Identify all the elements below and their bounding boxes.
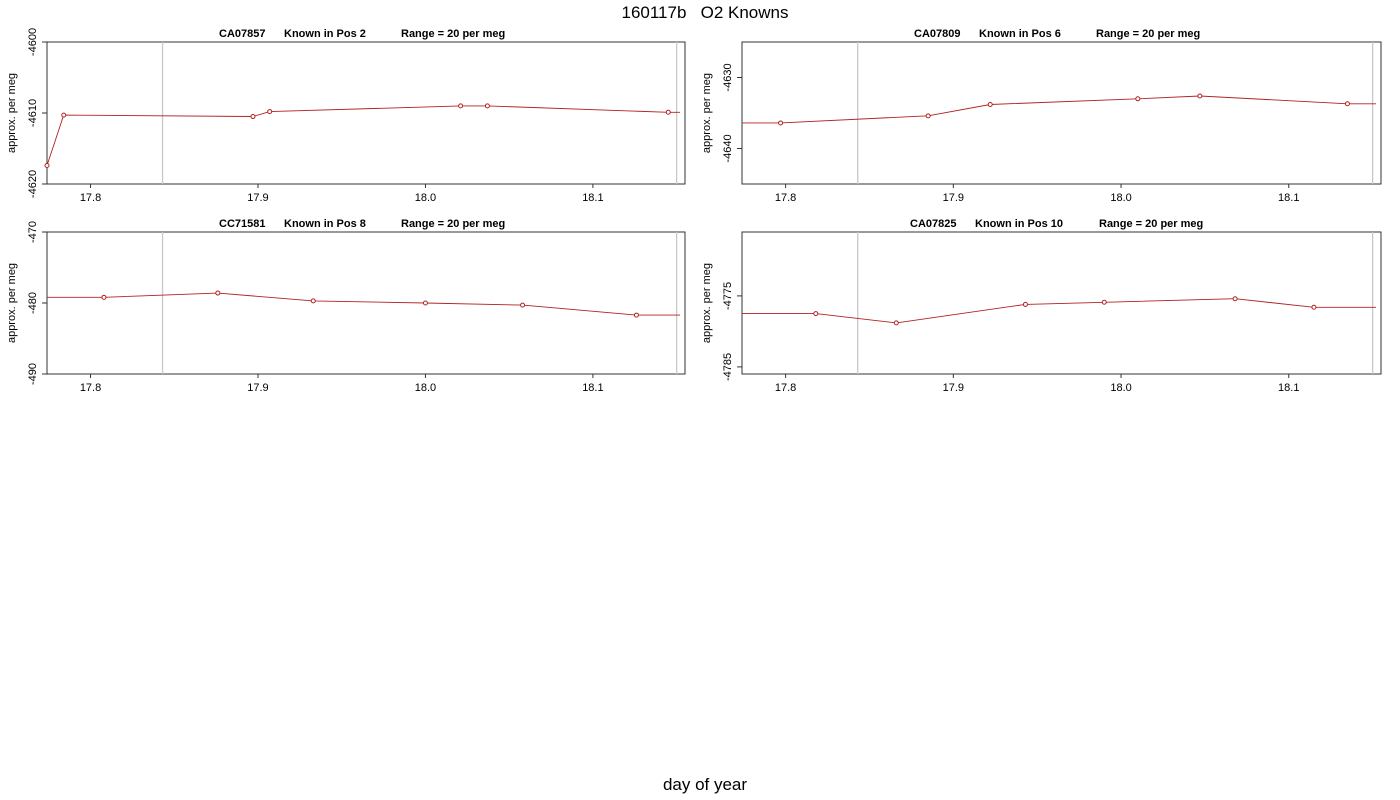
x-tick-label: 18.1 bbox=[582, 192, 603, 204]
panel-title-part: Known in Pos 6 bbox=[979, 28, 1061, 40]
plot-frame bbox=[46, 231, 686, 375]
chart-panel-2: CA07809 Known in Pos 6 Range = 20 per meg 1… bbox=[701, 28, 1382, 204]
data-point bbox=[813, 311, 819, 317]
panel-title-part: Known in Pos 10 bbox=[975, 218, 1063, 230]
plot-frame bbox=[741, 41, 1382, 185]
x-axis-label: day of year bbox=[662, 775, 748, 794]
panel-title-part: CA07857 bbox=[219, 28, 265, 40]
data-point bbox=[61, 112, 67, 118]
y-tick-label: -480 bbox=[27, 292, 39, 314]
y-tick-label: -4640 bbox=[722, 134, 734, 162]
data-point bbox=[987, 101, 993, 107]
x-tick-label: 18.0 bbox=[415, 382, 436, 394]
y-tick-label: -4600 bbox=[27, 28, 39, 56]
data-point bbox=[925, 113, 931, 119]
y-tick-label: -470 bbox=[27, 221, 39, 243]
x-tick-label: 17.9 bbox=[247, 192, 268, 204]
x-tick-label: 17.9 bbox=[943, 382, 964, 394]
x-tick-label: 18.0 bbox=[415, 192, 436, 204]
data-point bbox=[1344, 101, 1350, 107]
data-point bbox=[778, 120, 784, 126]
series-line bbox=[47, 292, 680, 316]
data-point bbox=[1022, 301, 1028, 307]
data-point bbox=[484, 103, 490, 109]
plot-frame bbox=[46, 41, 686, 185]
data-point bbox=[1101, 299, 1107, 305]
series-line bbox=[742, 298, 1376, 324]
x-tick-label: 18.1 bbox=[582, 382, 603, 394]
plot-frame bbox=[741, 231, 1382, 375]
y-axis-label: approx. per meg bbox=[701, 73, 713, 153]
data-point bbox=[310, 298, 316, 304]
y-tick-label: -490 bbox=[27, 363, 39, 385]
data-point bbox=[665, 109, 671, 115]
y-tick-label: -4630 bbox=[722, 63, 734, 91]
data-point bbox=[1232, 296, 1238, 302]
panel-title-part: CA07809 bbox=[914, 28, 960, 40]
data-point bbox=[422, 300, 428, 306]
page-title: 160117b O2 Knowns bbox=[621, 3, 789, 22]
x-tick-label: 17.9 bbox=[943, 192, 964, 204]
chart-panel-3: CC71581 Known in Pos 8 Range = 20 per meg 1… bbox=[6, 218, 686, 394]
panel-title-part: Known in Pos 2 bbox=[284, 28, 366, 40]
x-tick-label: 18.1 bbox=[1278, 382, 1299, 394]
x-tick-label: 18.0 bbox=[1110, 382, 1131, 394]
y-axis-label: approx. per meg bbox=[701, 263, 713, 343]
data-point bbox=[215, 290, 221, 296]
chart-panel-1: CA07857 Known in Pos 2 Range = 20 per meg 1… bbox=[6, 28, 686, 204]
y-axis-label: approx. per meg bbox=[6, 73, 18, 153]
series-line bbox=[742, 95, 1376, 124]
x-tick-label: 17.8 bbox=[775, 382, 796, 394]
data-point bbox=[893, 320, 899, 326]
panel-title-part: Known in Pos 8 bbox=[284, 218, 366, 230]
data-point bbox=[1311, 304, 1317, 310]
y-axis-label: approx. per meg bbox=[6, 263, 18, 343]
data-point bbox=[520, 302, 526, 308]
chart-panel-4: CA07825 Known in Pos 10 Range = 20 per meg… bbox=[701, 218, 1382, 394]
data-point bbox=[1197, 93, 1203, 99]
data-point bbox=[1135, 96, 1141, 102]
panel-title-part: Range = 20 per meg bbox=[1096, 28, 1200, 40]
x-tick-label: 17.8 bbox=[775, 192, 796, 204]
y-tick-label: -4785 bbox=[722, 353, 734, 381]
x-tick-label: 17.8 bbox=[80, 382, 101, 394]
x-tick-label: 17.9 bbox=[247, 382, 268, 394]
panel-title-part: Range = 20 per meg bbox=[401, 218, 505, 230]
data-point bbox=[101, 294, 107, 300]
data-point bbox=[250, 114, 256, 120]
y-tick-label: -4610 bbox=[27, 99, 39, 127]
panel-title-part: CC71581 bbox=[219, 218, 265, 230]
x-tick-label: 18.0 bbox=[1110, 192, 1131, 204]
data-point bbox=[633, 312, 639, 318]
series-line bbox=[46, 105, 680, 166]
x-tick-label: 17.8 bbox=[80, 192, 101, 204]
y-tick-label: -4775 bbox=[722, 282, 734, 310]
panel-title-part: Range = 20 per meg bbox=[1099, 218, 1203, 230]
data-point bbox=[458, 103, 464, 109]
y-tick-label: -4620 bbox=[27, 170, 39, 198]
data-point bbox=[267, 109, 273, 115]
x-tick-label: 18.1 bbox=[1278, 192, 1299, 204]
panel-title-part: Range = 20 per meg bbox=[401, 28, 505, 40]
data-point bbox=[44, 163, 50, 169]
panel-title-part: CA07825 bbox=[910, 218, 956, 230]
